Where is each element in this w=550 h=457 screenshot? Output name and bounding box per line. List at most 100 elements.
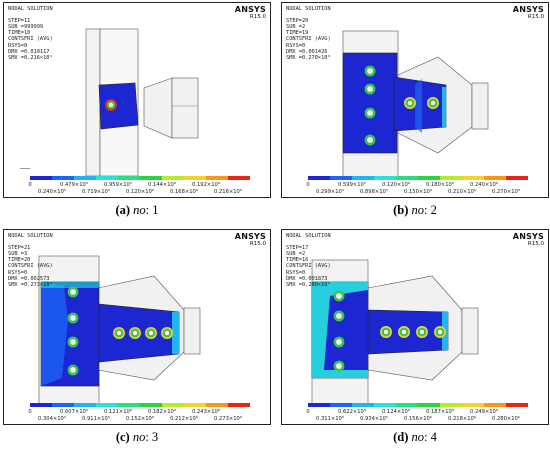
legend-tick-label: 0.304×10⁵	[38, 416, 66, 422]
legend-tick-label: 0.210×10⁶	[448, 189, 476, 195]
legend-tick-label: 0	[28, 182, 32, 188]
legend-tick-label: 0.270×10⁶	[492, 189, 520, 195]
legend-tick-label: 0.156×10⁶	[404, 416, 432, 422]
legend-tick-label: 0.240×10⁶	[470, 182, 498, 188]
header-line: RSYS=0	[286, 269, 306, 276]
panel-a-model	[20, 28, 199, 177]
legend-tick-label: 0.121×10⁶	[104, 409, 132, 415]
panel-b-release: R15.0	[527, 14, 544, 20]
legend-swatch	[206, 403, 228, 407]
header-line: DMX =0.001873	[286, 275, 328, 282]
legend-tick-label: 0.144×10⁶	[148, 182, 176, 188]
panel-b: NODAL SOLUTION STEP=20 SUB =2 TIME=19 CONTS…	[281, 2, 549, 198]
legend-swatch	[462, 176, 484, 180]
legend-tick-label: 0.599×10⁵	[338, 182, 366, 188]
header-line: NODAL SOLUTION	[286, 6, 331, 12]
legend-swatch	[206, 176, 228, 180]
legend-swatch	[396, 176, 418, 180]
header-line: DMX =0.010117	[8, 48, 50, 55]
header-line: NODAL SOLUTION	[8, 6, 53, 12]
header-line: TIME=20	[8, 257, 31, 264]
header-line: RSYS=0	[8, 269, 28, 276]
panel-a-ansys-logo: ANSYS	[234, 5, 266, 14]
panel-b-model	[342, 30, 489, 178]
caption-c: (c) no: 3	[115, 430, 159, 444]
legend-tick-label: 0.182×10⁶	[148, 409, 176, 415]
legend-swatch	[374, 176, 396, 180]
legend-swatch	[506, 403, 528, 407]
legend-swatch	[396, 403, 418, 407]
caption-d: (d) no: 4	[393, 430, 437, 444]
legend-swatch	[330, 403, 352, 407]
legend-swatch	[228, 403, 250, 407]
header-line: DMX =0.001426	[286, 48, 328, 55]
panel-d-legend: 0 0.622×10⁵ 0.124×10⁶ 0.187×10⁶ 0.249×10⁶ 0.3…	[282, 403, 548, 424]
legend-swatch	[118, 403, 140, 407]
legend-tick-label: 0.479×10⁵	[60, 182, 88, 188]
legend-tick-label: 0.311×10⁵	[316, 416, 344, 422]
panel-a: NODAL SOLUTION STEP=11 SUB =999999 TIME=10…	[3, 2, 271, 198]
panel-d-model	[311, 259, 479, 407]
legend-swatch	[184, 176, 206, 180]
legend-swatch	[140, 176, 162, 180]
header-line: SMX =0.216×10⁶	[8, 54, 53, 61]
panel-c-legend: 0 0.607×10⁵ 0.121×10⁶ 0.182×10⁶ 0.243×10⁶ 0.3…	[4, 403, 270, 424]
legend-tick-label: 0.911×10⁵	[82, 416, 110, 422]
header-line: STEP=11	[8, 18, 31, 25]
legend-tick-label: 0.607×10⁵	[60, 409, 88, 415]
panel-d-release: R15.0	[527, 241, 544, 247]
header-line: CONTSFRI (AVG)	[8, 263, 53, 270]
legend-swatch	[308, 176, 330, 180]
panel-c: NODAL SOLUTION STEP=21 SUB =3 TIME=20 CONTS…	[3, 229, 271, 425]
legend-tick-label: 0.120×10⁶	[126, 189, 154, 195]
legend-tick-label: 0.216×10⁶	[214, 189, 242, 195]
header-line: STEP=20	[286, 18, 309, 25]
legend-tick-label: 0.120×10⁶	[382, 182, 410, 188]
header-line: SUB =999999	[8, 24, 44, 31]
panel-d-ansys-logo: ANSYS	[512, 232, 544, 241]
legend-tick-label: 0.150×10⁶	[404, 189, 432, 195]
caption-a: (a) no: 1	[115, 203, 159, 217]
header-line: STEP=17	[286, 245, 309, 252]
legend-swatch	[228, 176, 250, 180]
legend-tick-label: 0.249×10⁶	[470, 409, 498, 415]
legend-tick-label: 0.168×10⁶	[170, 189, 198, 195]
legend-swatch	[140, 403, 162, 407]
panel-a-legend: 0 0.479×10⁵ 0.959×10⁵ 0.144×10⁶ 0.192×10⁶ 0.2…	[4, 176, 270, 197]
panel-a-release: R15.0	[249, 14, 266, 20]
legend-swatch	[162, 403, 184, 407]
legend-swatch	[506, 176, 528, 180]
header-line: CONTSFRI (AVG)	[286, 263, 331, 270]
legend-swatch	[52, 176, 74, 180]
header-line: SUB =2	[286, 24, 306, 31]
legend-swatch	[308, 403, 330, 407]
legend-swatch	[74, 176, 96, 180]
header-line: SUB =2	[286, 251, 306, 258]
header-line: NODAL SOLUTION	[8, 233, 53, 239]
legend-swatch	[484, 176, 506, 180]
legend-swatch	[418, 403, 440, 407]
legend-tick-label: 0.187×10⁶	[426, 409, 454, 415]
legend-tick-label: 0.299×10⁵	[316, 189, 344, 195]
header-line: DMX =0.002573	[8, 275, 50, 282]
legend-tick-label: 0.243×10⁶	[192, 409, 220, 415]
legend-tick-label: 0.719×10⁵	[82, 189, 110, 195]
panel-c-model	[38, 255, 201, 407]
legend-tick-label: 0	[306, 182, 310, 188]
legend-tick-label: 0.934×10⁵	[360, 416, 388, 422]
legend-swatch	[96, 176, 118, 180]
legend-tick-label: 0.273×10⁶	[214, 416, 242, 422]
panel-a-header: NODAL SOLUTION STEP=11 SUB =999999 TIME=10…	[8, 6, 53, 61]
panel-b-ansys-logo: ANSYS	[512, 5, 544, 14]
legend-swatch	[440, 403, 462, 407]
legend-swatch	[96, 403, 118, 407]
panel-d: NODAL SOLUTION STEP=17 SUB =2 TIME=16 CONTS…	[281, 229, 549, 425]
header-line: STEP=21	[8, 245, 31, 252]
legend-tick-label: 0.180×10⁶	[426, 182, 454, 188]
legend-swatch	[462, 403, 484, 407]
legend-swatch	[330, 176, 352, 180]
legend-swatch	[184, 403, 206, 407]
legend-tick-label: 0.124×10⁶	[382, 409, 410, 415]
legend-tick-label: 0	[28, 409, 32, 415]
header-line: CONTSFRI (AVG)	[286, 36, 331, 43]
